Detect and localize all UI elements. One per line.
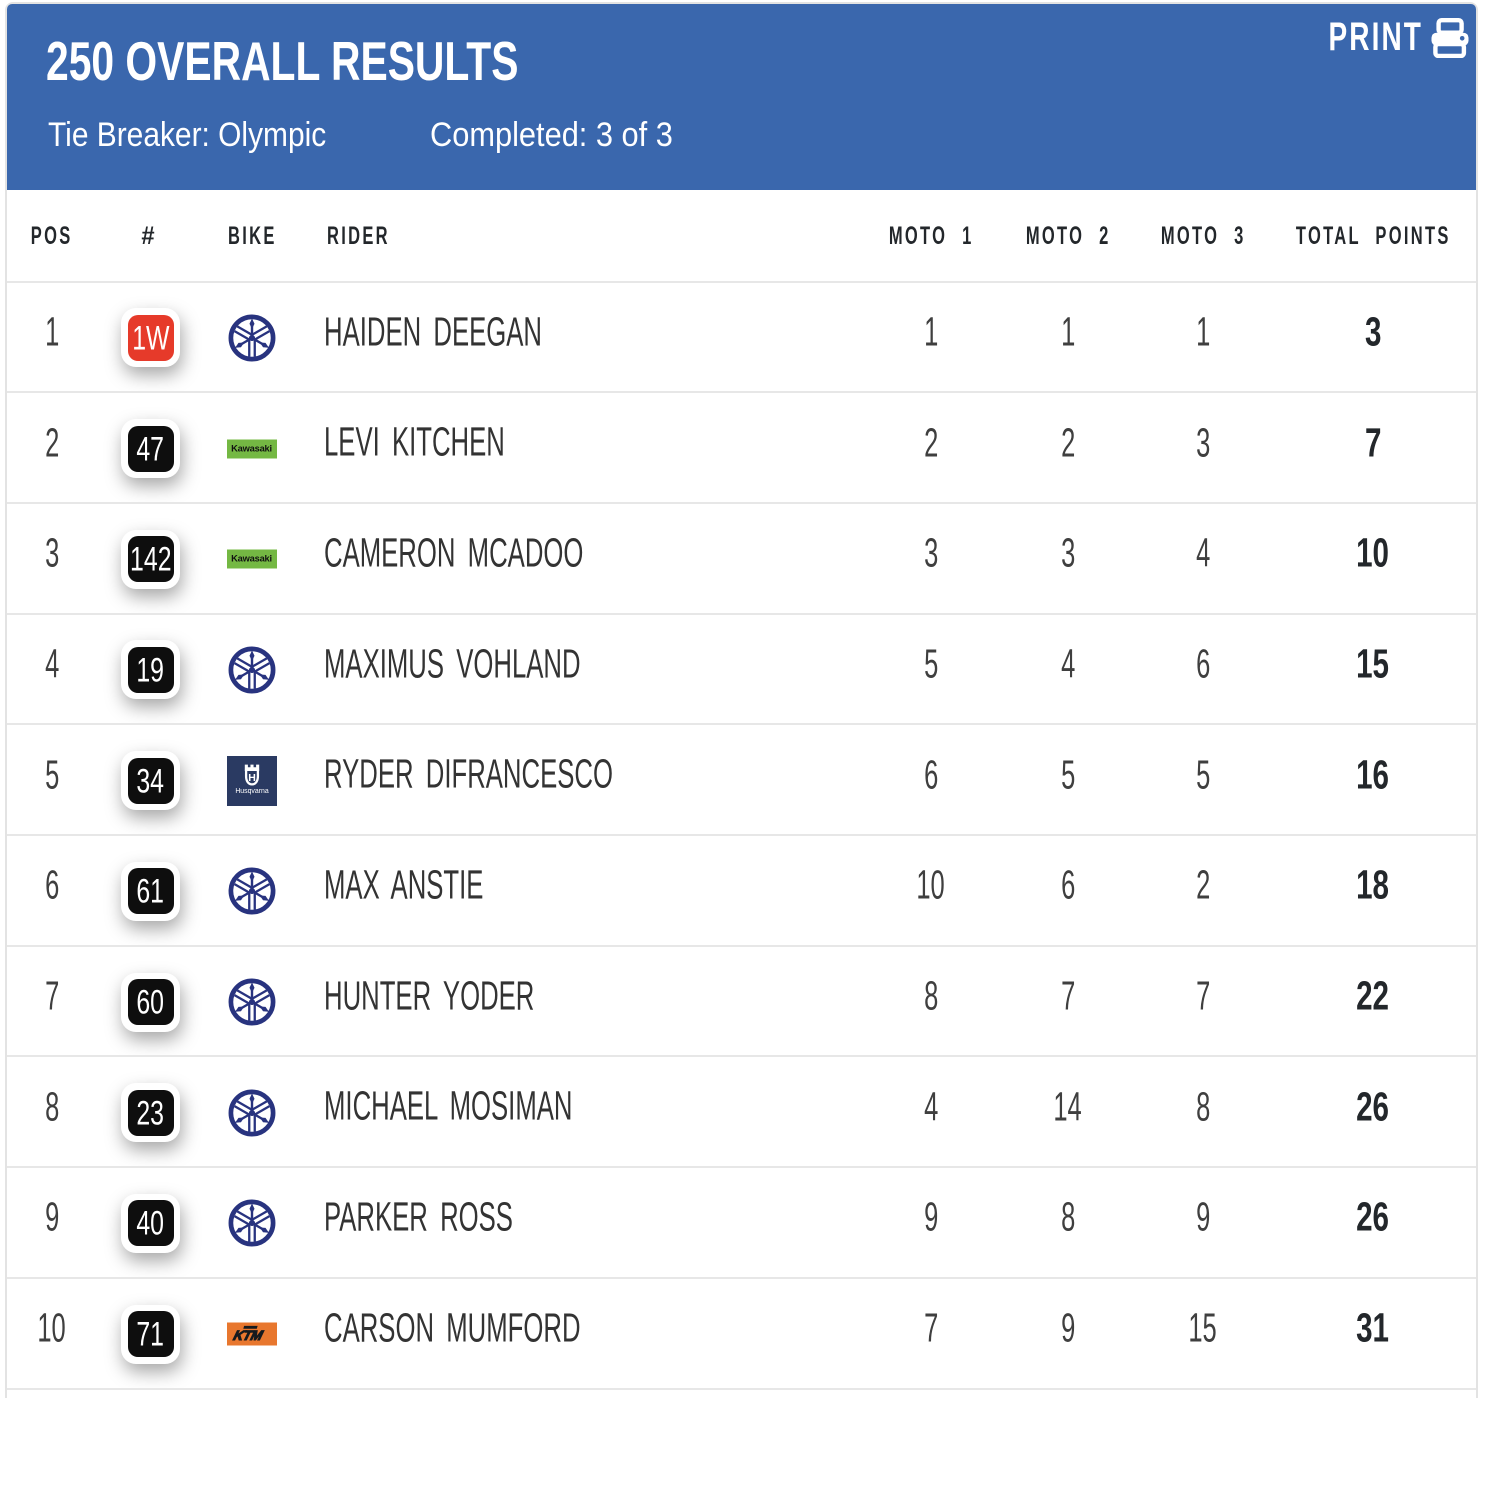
svg-text:H: H bbox=[248, 772, 256, 784]
svg-text:KTM: KTM bbox=[231, 1328, 264, 1343]
svg-text:Husqvarna: Husqvarna bbox=[235, 788, 268, 795]
